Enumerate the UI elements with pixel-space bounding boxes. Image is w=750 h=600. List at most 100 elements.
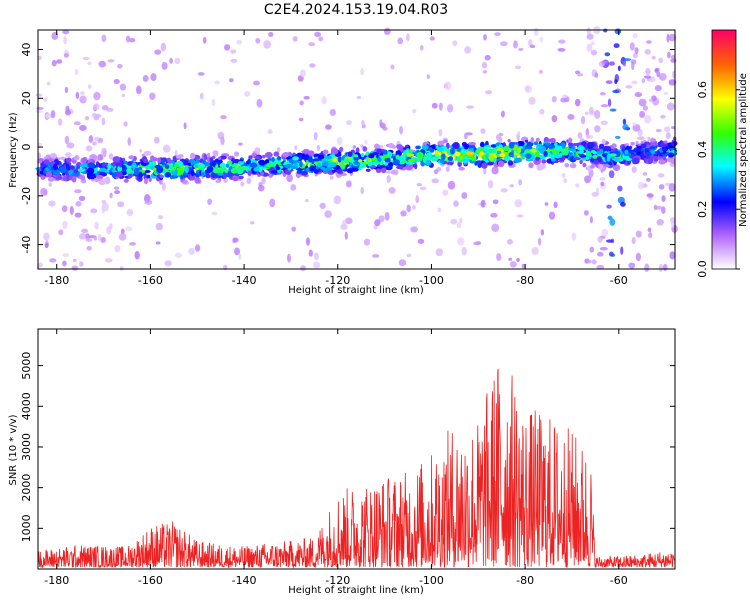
spectrogram-x-tick-label: -80 <box>516 274 534 287</box>
heatmap-cell <box>405 164 414 171</box>
snr-x-tick-label: -80 <box>516 574 534 587</box>
heatmap-cell <box>237 175 244 180</box>
heatmap-cell <box>138 171 143 179</box>
spectrogram-x-label: Height of straight line (km) <box>288 285 424 296</box>
heatmap-cell <box>634 91 643 98</box>
heatmap-cell <box>114 244 121 253</box>
heatmap-cell <box>452 40 458 47</box>
heatmap-cell <box>153 136 160 144</box>
heatmap-cell <box>343 158 350 164</box>
heatmap-cell <box>587 142 596 148</box>
heatmap-cell <box>87 162 96 169</box>
spectrogram-frame <box>37 29 676 270</box>
heatmap-cell <box>108 153 114 160</box>
heatmap-cell <box>72 171 80 177</box>
heatmap-cell <box>56 59 63 64</box>
heatmap-cell <box>293 162 298 168</box>
colorbar-label: Normalized spectral amplitude <box>738 73 749 227</box>
heatmap-cell <box>499 153 506 158</box>
spectrogram-x-tick-label: -140 <box>232 274 257 287</box>
heatmap-cell <box>450 147 455 155</box>
heatmap-cell <box>161 181 166 191</box>
heatmap-cell <box>142 74 149 82</box>
heatmap-cell <box>44 189 48 196</box>
heatmap-cell <box>390 169 398 175</box>
heatmap-cell <box>388 187 396 194</box>
heatmap-cell <box>101 34 107 43</box>
heatmap-cell <box>360 153 365 158</box>
heatmap-cell <box>71 265 79 271</box>
colorbar-gradient <box>712 30 736 269</box>
heatmap-cell <box>384 157 391 163</box>
figure-title: C2E4.2024.153.19.04.R03 <box>264 2 448 18</box>
heatmap-cell <box>277 156 282 161</box>
heatmap-cell <box>318 36 324 42</box>
heatmap-cell <box>560 97 568 103</box>
heatmap-cell <box>301 150 309 154</box>
heatmap-cell <box>303 95 310 100</box>
heatmap-cell <box>620 201 626 207</box>
heatmap-cell <box>383 27 391 36</box>
heatmap-cell <box>109 192 113 199</box>
heatmap-cell <box>617 185 623 192</box>
heatmap-cell <box>461 192 468 199</box>
heatmap-cell <box>460 148 468 154</box>
heatmap-cell <box>55 175 63 181</box>
heatmap-cell <box>517 147 522 153</box>
heatmap-cell <box>614 158 621 163</box>
heatmap-cell <box>117 64 123 69</box>
heatmap-cell <box>63 53 69 58</box>
heatmap-cell <box>607 98 612 107</box>
spectrogram-x-ticks: -180 -160 -140 -120 -100 -80 -60 <box>44 30 628 287</box>
heatmap-cell <box>80 91 85 95</box>
heatmap-cell <box>45 154 51 159</box>
heatmap-cell <box>111 171 117 179</box>
heatmap-cell <box>224 168 229 174</box>
heatmap-cell <box>86 246 92 251</box>
heatmap-cell <box>128 155 135 160</box>
heatmap-cell <box>113 186 120 190</box>
heatmap-cell <box>228 78 234 83</box>
heatmap-cell <box>75 91 80 100</box>
heatmap-cell <box>197 72 205 76</box>
heatmap-cell <box>190 169 195 177</box>
heatmap-cell <box>325 124 332 130</box>
heatmap-cell <box>148 161 154 166</box>
heatmap-cell <box>500 41 508 47</box>
heatmap-cell <box>87 61 92 65</box>
heatmap-cell <box>371 161 378 166</box>
heatmap-cell <box>452 142 460 149</box>
heatmap-cell <box>602 163 610 168</box>
heatmap-cell <box>415 145 421 150</box>
heatmap-cell <box>529 44 536 49</box>
heatmap-cell <box>199 92 204 100</box>
heatmap-cell <box>524 85 533 94</box>
heatmap-cell <box>267 129 273 135</box>
heatmap-cell <box>142 158 149 164</box>
heatmap-cell <box>540 229 545 236</box>
heatmap-cell <box>417 238 425 244</box>
heatmap-cell <box>123 178 129 183</box>
heatmap-cell <box>658 159 666 165</box>
heatmap-cell <box>257 184 265 192</box>
heatmap-cell <box>207 152 211 158</box>
heatmap-cell <box>106 107 114 112</box>
heatmap-cell <box>551 96 557 103</box>
heatmap-cell <box>543 150 548 157</box>
heatmap-cell <box>324 210 332 218</box>
heatmap-cell <box>483 34 487 41</box>
heatmap-cell <box>308 42 316 47</box>
heatmap-cell <box>444 81 452 91</box>
heatmap-cell <box>640 143 647 149</box>
heatmap-cell <box>78 195 86 201</box>
heatmap-cell <box>227 160 233 165</box>
heatmap-cell <box>313 158 320 162</box>
heatmap-cell <box>608 170 615 179</box>
heatmap-cell <box>660 114 666 119</box>
heatmap-cell <box>101 178 108 184</box>
heatmap-cell <box>84 116 90 121</box>
heatmap-cell <box>585 127 590 137</box>
heatmap-cell <box>182 180 188 184</box>
heatmap-cell <box>580 116 586 125</box>
heatmap-cell <box>58 166 67 174</box>
